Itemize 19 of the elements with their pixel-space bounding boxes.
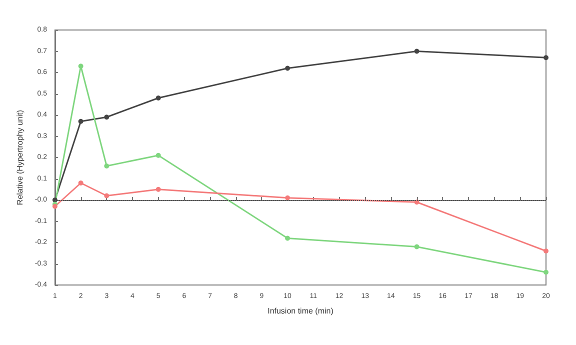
x-axis-title: Infusion time (min)	[268, 306, 334, 316]
point	[285, 236, 290, 241]
point	[104, 114, 110, 120]
point	[544, 248, 548, 254]
point	[285, 195, 290, 200]
point	[544, 55, 548, 60]
point	[414, 244, 420, 250]
point	[544, 270, 548, 275]
point	[78, 180, 84, 186]
y-axis-title: Relative (Hypertrophy unit)	[16, 110, 24, 206]
point	[156, 96, 161, 100]
point	[156, 186, 161, 192]
point	[156, 152, 161, 158]
point	[104, 193, 110, 198]
point	[414, 48, 420, 54]
point	[104, 164, 110, 168]
point	[285, 66, 290, 71]
point	[78, 118, 84, 124]
point	[78, 64, 84, 69]
